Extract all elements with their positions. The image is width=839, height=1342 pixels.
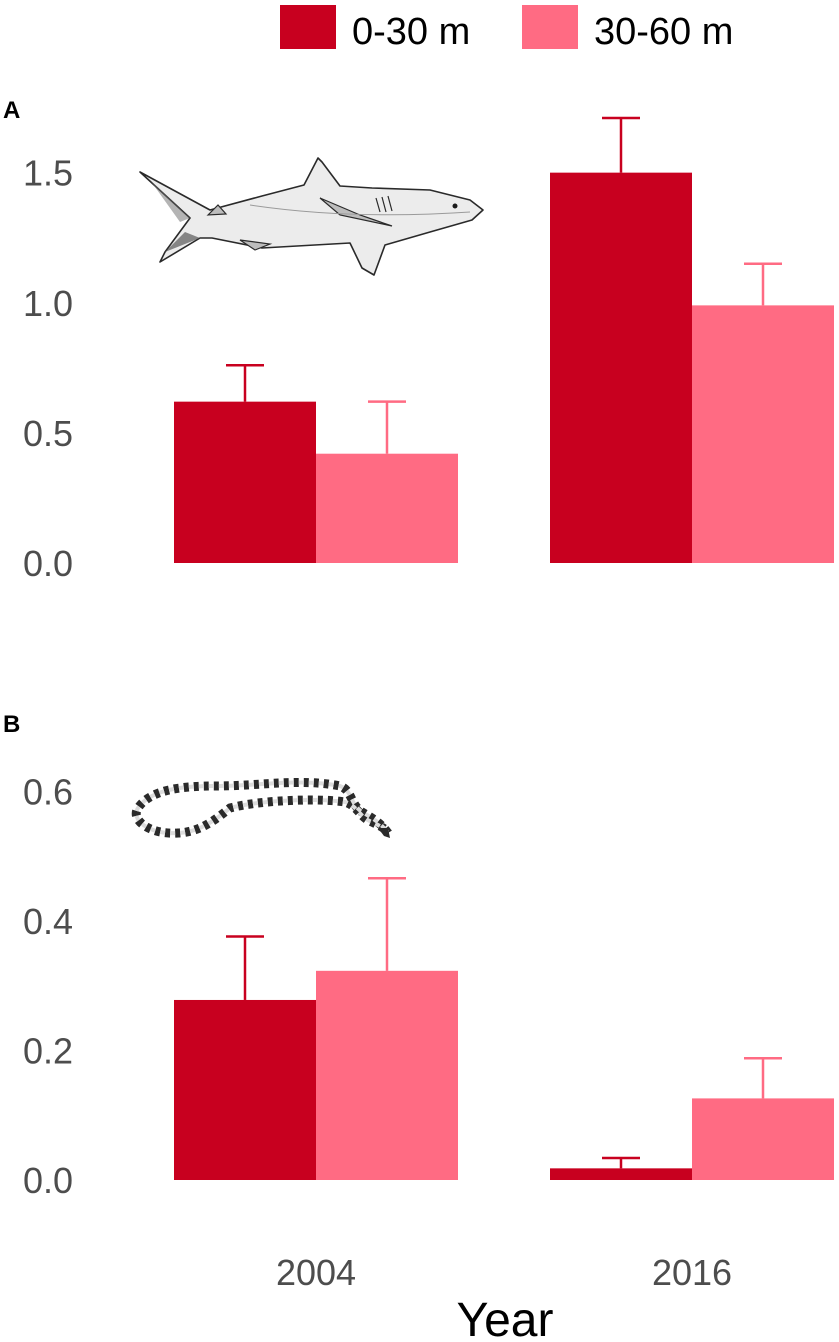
x-tick-label-2004: 2004 xyxy=(276,1252,356,1293)
legend-label-0-30m: 0-30 m xyxy=(352,11,470,53)
x-tick-label-2016: 2016 xyxy=(652,1252,732,1293)
panel-b-tag: B xyxy=(3,711,20,738)
panel-b-y-tick-label: 0.4 xyxy=(23,901,73,942)
panel-b-bar-2016-30-60m xyxy=(692,1098,834,1180)
panel-a-bar-2004-0-30m xyxy=(174,401,316,563)
panel-b-y-tick-label: 0.6 xyxy=(23,771,73,812)
panel-a: A 0.0 0.5 1.0 1.5 xyxy=(3,97,834,584)
panel-a-y-tick-label: 0.5 xyxy=(23,413,73,454)
panel-a-y-tick-label: 1.0 xyxy=(23,283,73,324)
panel-a-y-tick-label: 0.0 xyxy=(23,543,73,584)
x-axis-title: Year xyxy=(457,1294,554,1342)
panel-a-bar-2016-0-30m xyxy=(550,172,692,564)
x-axis: 2004 2016 Year xyxy=(276,1252,732,1342)
legend-swatch-0-30m xyxy=(280,5,336,49)
panel-b-bars xyxy=(174,876,834,1180)
panel-b-y-tick-label: 0.2 xyxy=(23,1030,73,1071)
legend-swatch-30-60m xyxy=(522,5,578,49)
shark-illustration xyxy=(139,157,484,276)
panel-b-y-tick-label: 0.0 xyxy=(23,1160,73,1201)
legend-label-30-60m: 30-60 m xyxy=(594,11,733,53)
panel-a-bar-2016-30-60m xyxy=(692,305,834,563)
sea-snake-illustration xyxy=(131,777,392,838)
legend: 0-30 m 30-60 m xyxy=(280,5,733,53)
panel-b-bar-2004-30-60m xyxy=(316,970,458,1180)
panel-a-bars xyxy=(174,116,834,564)
panel-a-tag: A xyxy=(3,97,20,124)
panel-b-bar-2016-0-30m xyxy=(550,1168,692,1180)
panel-b-y-axis-ticks: 0.0 0.2 0.4 0.6 xyxy=(23,771,73,1201)
panel-b-bar-2004-0-30m xyxy=(174,999,316,1180)
panel-b: B 0.0 0.2 0.4 0.6 xyxy=(3,711,834,1201)
panel-a-y-tick-label: 1.5 xyxy=(23,153,73,194)
panel-a-bar-2004-30-60m xyxy=(316,453,458,563)
panel-a-y-axis-ticks: 0.0 0.5 1.0 1.5 xyxy=(23,153,73,584)
